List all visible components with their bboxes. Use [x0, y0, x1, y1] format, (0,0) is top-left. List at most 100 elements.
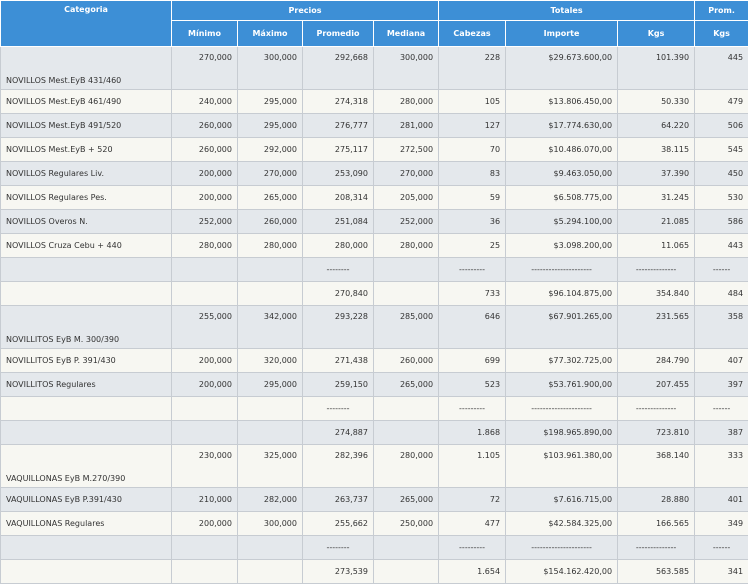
cell-promedio: 274,318: [303, 90, 374, 114]
cell-kgs: 354.840: [618, 282, 695, 306]
cell-cabezas: 523: [439, 373, 506, 397]
cell-minimo: 260,000: [172, 114, 238, 138]
cell-maximo: 342,000: [238, 306, 303, 349]
cell-mediana: 265,000: [374, 373, 439, 397]
cell-minimo: 210,000: [172, 488, 238, 512]
cell-promedio: 276,777: [303, 114, 374, 138]
cell-minimo: 200,000: [172, 162, 238, 186]
cell-prom-kgs: 397: [695, 373, 748, 397]
cell-promedio: 270,840: [303, 282, 374, 306]
cell-mediana: [374, 421, 439, 445]
cell-cabezas: 70: [439, 138, 506, 162]
cell-importe: $29.673.600,00: [506, 47, 618, 90]
header-prom: Prom.: [695, 1, 748, 21]
cell-categoria: NOVILLITOS EyB M. 300/390: [1, 306, 172, 349]
cell-kgs: 231.565: [618, 306, 695, 349]
cell-mediana: 280,000: [374, 445, 439, 488]
cell-categoria: NOVILLOS Overos N.: [1, 210, 172, 234]
cell-prom-kgs: 341: [695, 560, 748, 584]
header-importe: Importe: [506, 21, 618, 47]
cell-promedio: 208,314: [303, 186, 374, 210]
cell-cabezas: 646: [439, 306, 506, 349]
cell-prom-kgs: 443: [695, 234, 748, 258]
cell-cabezas: ---------: [439, 397, 506, 421]
cell-maximo: 265,000: [238, 186, 303, 210]
cell-promedio: 273,539: [303, 560, 374, 584]
cell-kgs: 723.810: [618, 421, 695, 445]
cell-prom-kgs: 450: [695, 162, 748, 186]
cell-maximo: 300,000: [238, 47, 303, 90]
cell-kgs: --------------: [618, 397, 695, 421]
cell-kgs: 64.220: [618, 114, 695, 138]
cell-cabezas: 699: [439, 349, 506, 373]
cell-kgs: 31.245: [618, 186, 695, 210]
cell-categoria: [1, 258, 172, 282]
header-kgs: Kgs: [618, 21, 695, 47]
header-mediana: Mediana: [374, 21, 439, 47]
cell-maximo: [238, 397, 303, 421]
cell-promedio: --------: [303, 258, 374, 282]
cell-categoria: NOVILLOS Regulares Liv.: [1, 162, 172, 186]
cell-prom-kgs: 506: [695, 114, 748, 138]
cell-kgs: 21.085: [618, 210, 695, 234]
cell-prom-kgs: 401: [695, 488, 748, 512]
cell-mediana: 265,000: [374, 488, 439, 512]
cell-mediana: 250,000: [374, 512, 439, 536]
header-group-row: Categoria Precios Totales Prom.: [1, 1, 748, 21]
cell-prom-kgs: 349: [695, 512, 748, 536]
cell-importe: $154.162.420,00: [506, 560, 618, 584]
separator-row: ----------------------------------------…: [1, 536, 748, 560]
cell-promedio: --------: [303, 397, 374, 421]
cell-cabezas: 105: [439, 90, 506, 114]
cell-kgs: 11.065: [618, 234, 695, 258]
header-categoria: Categoria: [1, 1, 172, 47]
cell-promedio: 263,737: [303, 488, 374, 512]
cell-minimo: [172, 282, 238, 306]
cell-importe: ---------------------: [506, 258, 618, 282]
cell-importe: $7.616.715,00: [506, 488, 618, 512]
cell-mediana: [374, 258, 439, 282]
cell-prom-kgs: ------: [695, 258, 748, 282]
cell-maximo: 320,000: [238, 349, 303, 373]
cell-mediana: [374, 282, 439, 306]
cell-importe: $77.302.725,00: [506, 349, 618, 373]
header-maximo: Máximo: [238, 21, 303, 47]
header-minimo: Mínimo: [172, 21, 238, 47]
cell-maximo: [238, 560, 303, 584]
cell-promedio: 293,228: [303, 306, 374, 349]
cell-kgs: 284.790: [618, 349, 695, 373]
cell-maximo: 282,000: [238, 488, 303, 512]
cell-categoria: NOVILLITOS Regulares: [1, 373, 172, 397]
cell-minimo: 230,000: [172, 445, 238, 488]
cell-promedio: --------: [303, 536, 374, 560]
cell-categoria: NOVILLOS Mest.EyB 431/460: [1, 47, 172, 90]
cell-cabezas: 1.654: [439, 560, 506, 584]
cell-cabezas: ---------: [439, 258, 506, 282]
cell-categoria: VAQUILLONAS EyB M.270/390: [1, 445, 172, 488]
cell-mediana: 285,000: [374, 306, 439, 349]
cell-kgs: 368.140: [618, 445, 695, 488]
cell-mediana: 252,000: [374, 210, 439, 234]
cell-prom-kgs: ------: [695, 397, 748, 421]
cell-cabezas: 59: [439, 186, 506, 210]
cell-importe: ---------------------: [506, 397, 618, 421]
cell-kgs: 50.330: [618, 90, 695, 114]
cell-kgs: 563.585: [618, 560, 695, 584]
cell-minimo: [172, 560, 238, 584]
cell-importe: $5.294.100,00: [506, 210, 618, 234]
cell-cabezas: 1.105: [439, 445, 506, 488]
header-cabezas: Cabezas: [439, 21, 506, 47]
cell-cabezas: ---------: [439, 536, 506, 560]
cell-maximo: 280,000: [238, 234, 303, 258]
cell-promedio: 274,887: [303, 421, 374, 445]
cell-mediana: [374, 397, 439, 421]
header-precios: Precios: [172, 1, 439, 21]
cell-mediana: 205,000: [374, 186, 439, 210]
